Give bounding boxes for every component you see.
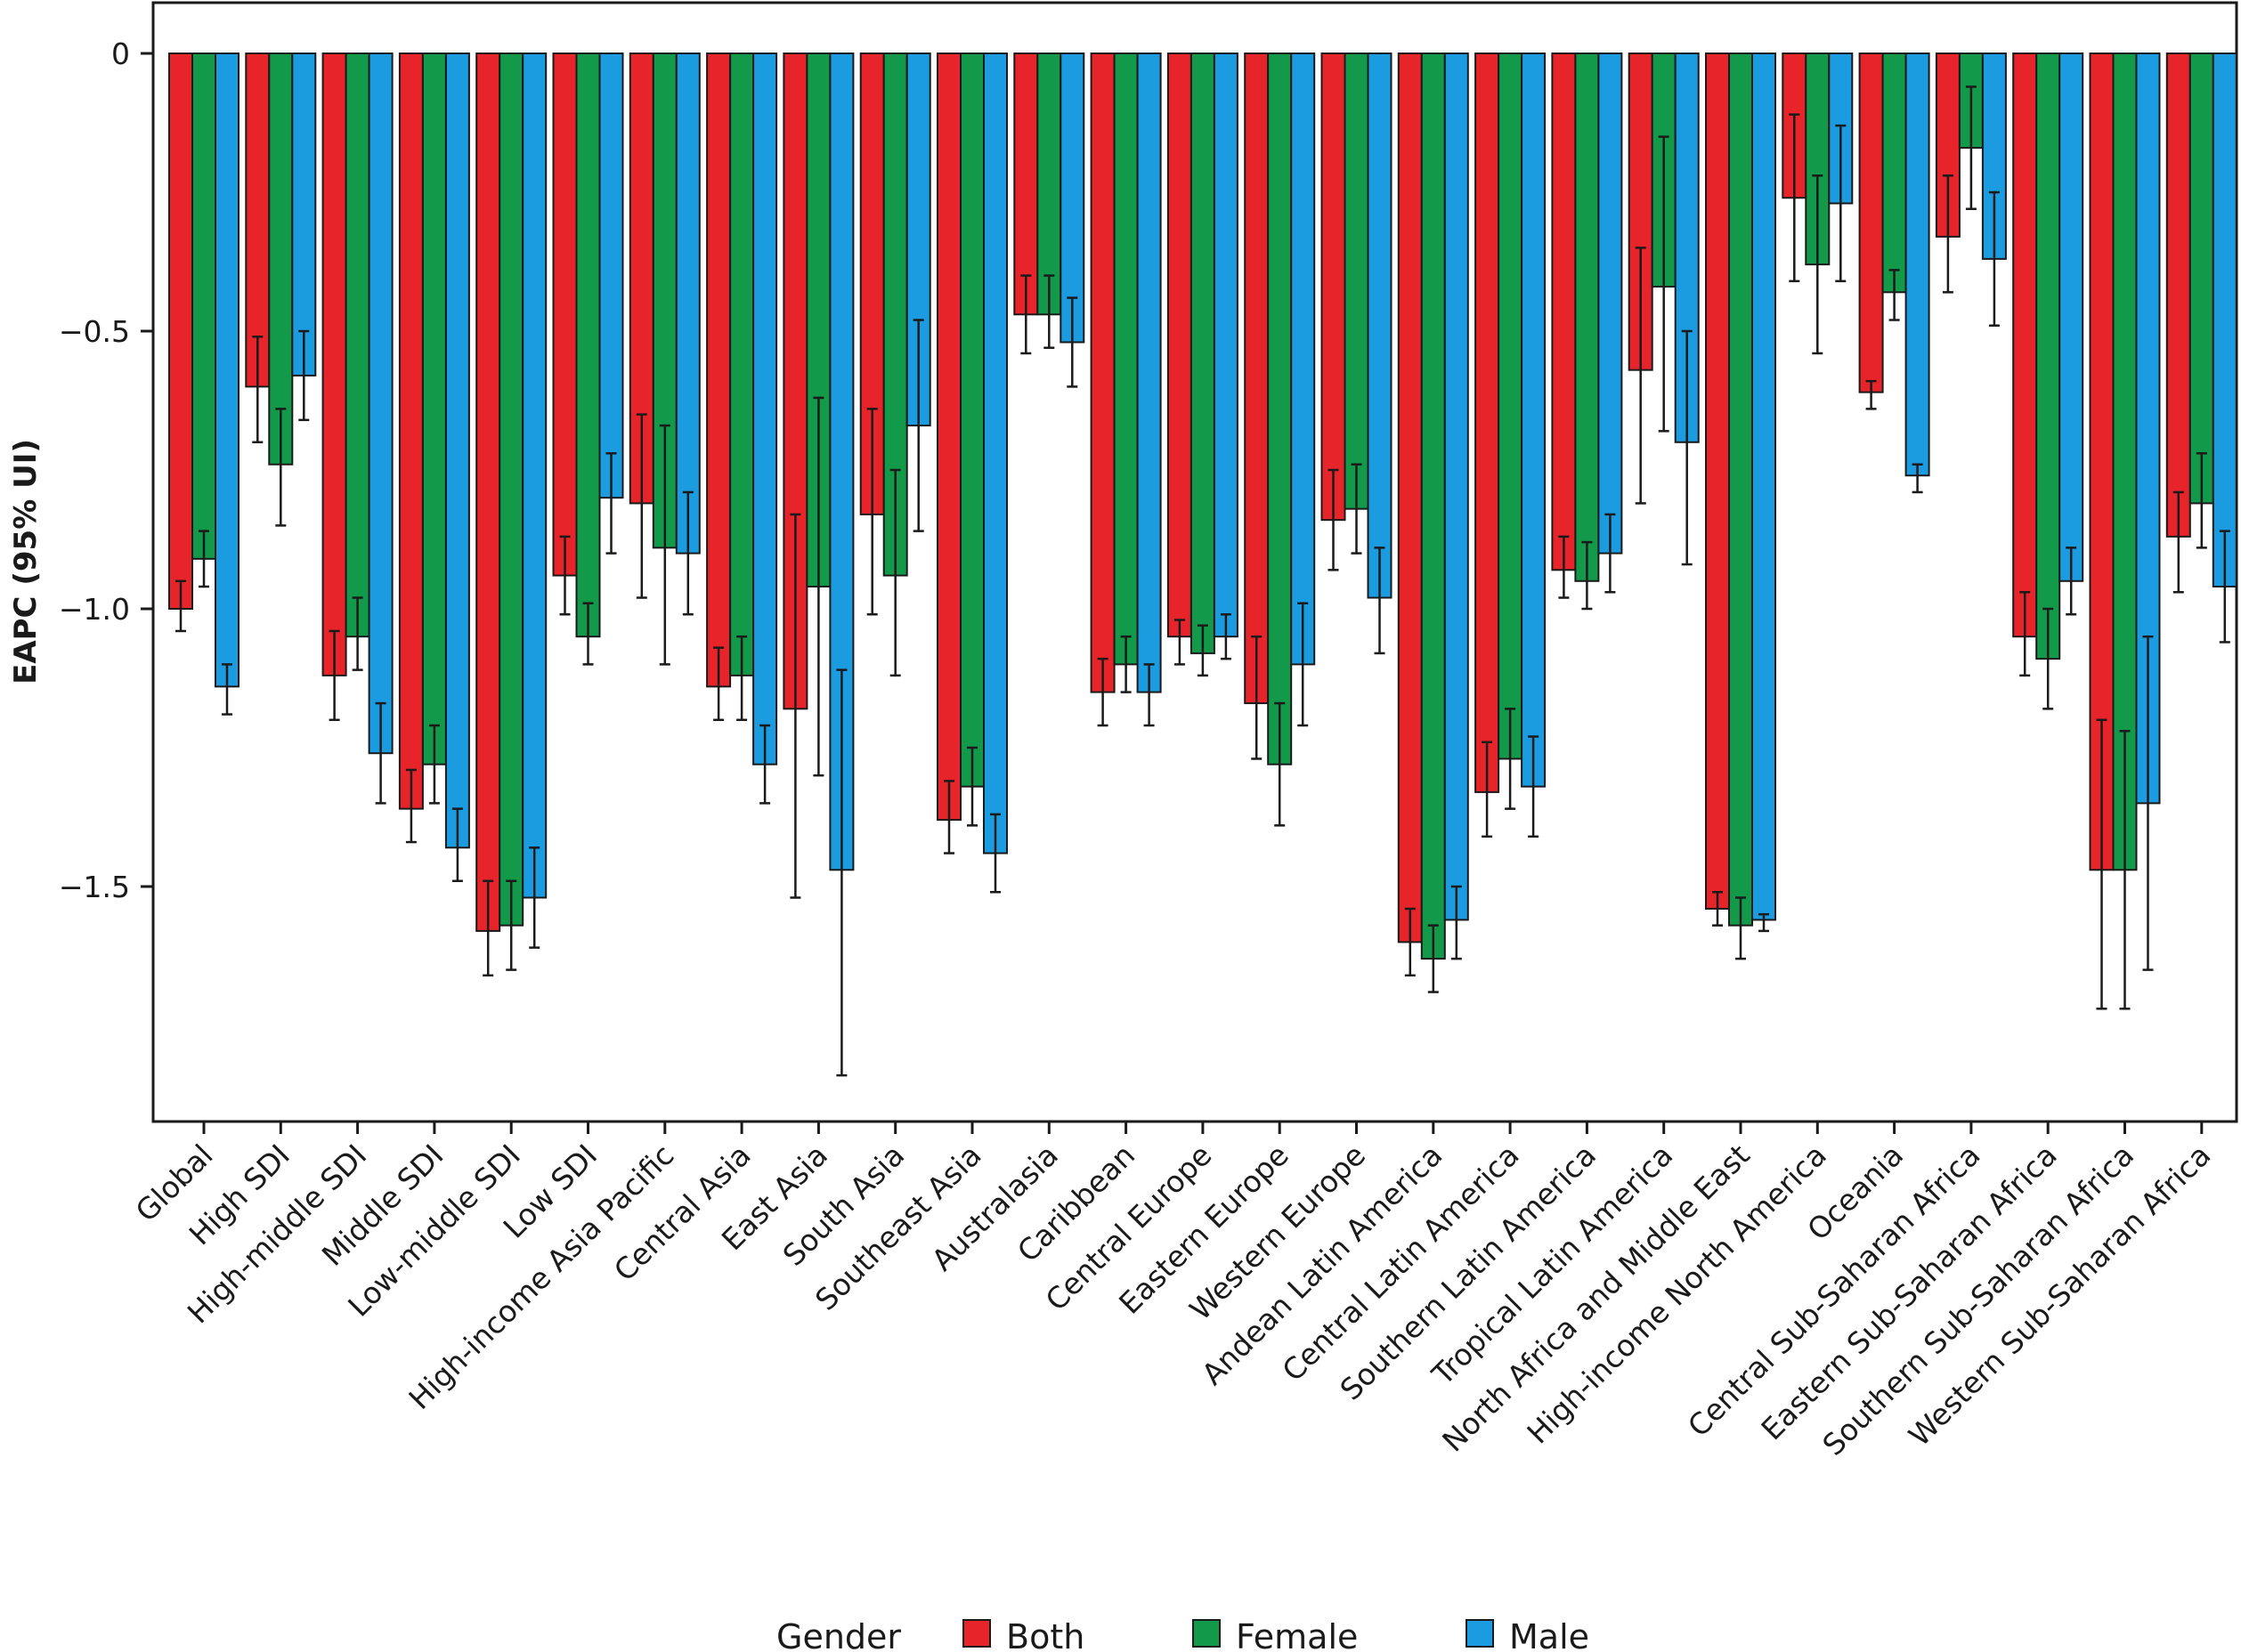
bar-both [2012,53,2038,638]
y-axis-ticks: 0 −0.5 −1.0 −1.5 [59,36,153,904]
bar-both [552,53,578,577]
bar-male [752,53,778,765]
legend-swatch-both [962,1619,991,1648]
bar-female [1267,53,1293,765]
bar-male [1904,53,1930,477]
bar-male [2058,53,2084,582]
legend-label-male: Male [1509,1617,1589,1652]
bar-female [575,53,601,638]
bar-both [321,53,347,676]
bar-both [398,53,424,810]
legend: Gender Both Female Male [776,1617,1589,1652]
bar-male [522,53,548,899]
bar-male [1060,53,1085,344]
bar-male [1290,53,1316,666]
bar-female [345,53,370,638]
legend-swatch-female [1192,1619,1221,1648]
bar-female [1190,53,1215,654]
bar-male [444,53,470,849]
bar-both [1397,53,1423,943]
bar-male [1136,53,1162,693]
bar-both [1705,53,1730,910]
bar-male [1443,53,1469,921]
bar-female [268,53,294,466]
y-tick-label: 0 [111,36,130,71]
bar-female [960,53,985,788]
bar-female [729,53,755,676]
bar-male [1213,53,1238,638]
bar-female [1728,53,1753,927]
bar-both [1858,53,1884,393]
bar-male [1597,53,1623,555]
legend-label-female: Female [1236,1617,1358,1652]
y-tick-label: −1.0 [59,592,130,627]
bar-female [1881,53,1907,294]
y-tick-label: −0.5 [59,314,130,349]
bar-female [1344,53,1369,510]
bar-female [1113,53,1139,666]
bar-female [2035,53,2061,660]
bar-male [1521,53,1547,788]
bar-male [675,53,701,555]
bar-male [1751,53,1776,921]
bar-female [499,53,524,927]
legend-items: Both Female Male [962,1617,1589,1652]
bar-female [1420,53,1446,960]
bar-both [168,53,193,610]
bar-both [1244,53,1270,705]
bar-both [2165,53,2191,538]
bar-male [2212,53,2237,588]
bars [168,53,2237,960]
bar-both [1320,53,1346,522]
bar-male [1367,53,1393,599]
y-tick-label: −1.5 [59,870,130,904]
legend-swatch-male [1466,1619,1494,1648]
bar-male [368,53,394,755]
bar-both [475,53,501,932]
bar-female [421,53,447,765]
bar-female [191,53,216,560]
bar-both [1013,53,1039,316]
bar-male [215,53,240,688]
bar-both [1474,53,1500,793]
bar-both [1551,53,1577,571]
bar-both [1090,53,1116,693]
bar-female [2188,53,2214,505]
bar-male [983,53,1008,854]
y-axis-title: EAPC (95% UI) [8,439,44,684]
legend-title: Gender [776,1617,901,1652]
bar-female [1574,53,1600,582]
bar-both [937,53,962,822]
bar-both [706,53,732,688]
bar-both [1166,53,1192,638]
bar-male [905,53,931,427]
bar-female [1498,53,1523,760]
error-bars [175,85,2230,1077]
bar-male [598,53,624,499]
bar-male [291,53,317,377]
legend-label-both: Both [1006,1617,1084,1652]
